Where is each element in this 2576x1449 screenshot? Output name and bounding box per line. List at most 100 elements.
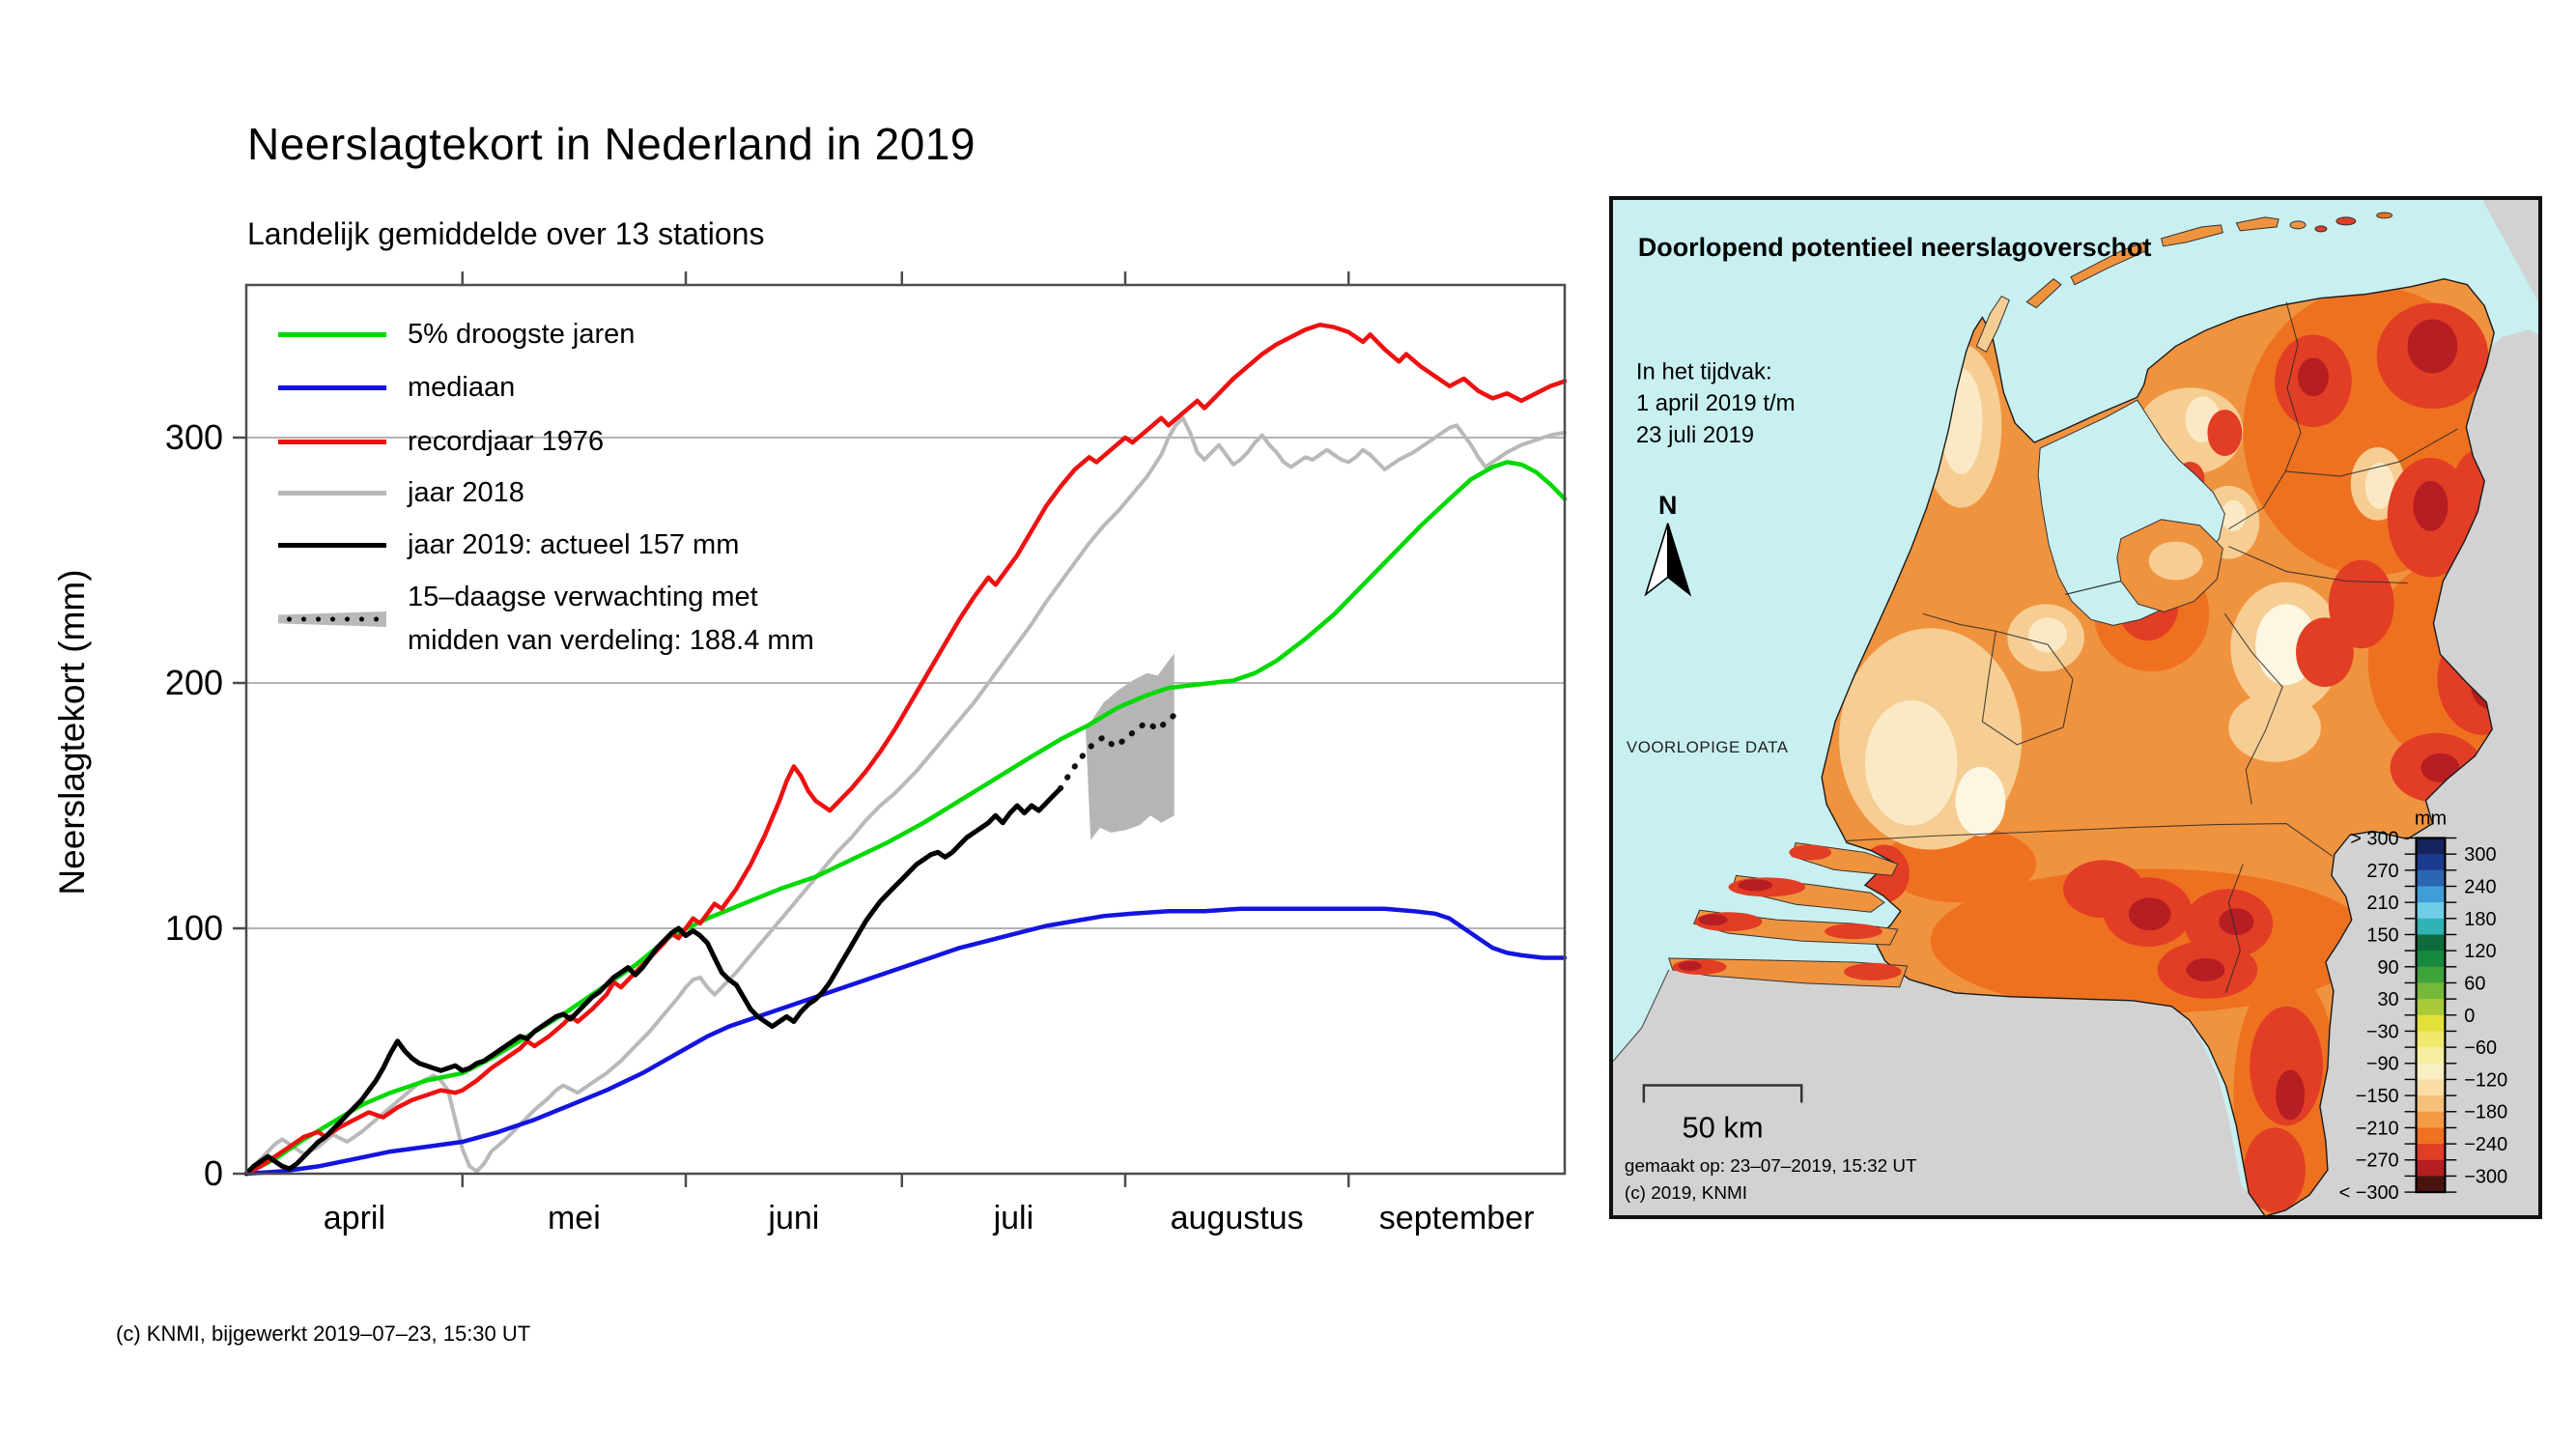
series-jaar-2018 xyxy=(244,415,1567,1176)
colorbar-cell-10 xyxy=(2416,999,2446,1016)
netherlands-map: N 50 km > 300 270 210 150 90 30 −30 −90 −150 −210… xyxy=(1613,200,2538,1215)
series-jaar-2019 xyxy=(243,785,1063,1177)
colorbar-right-label-1: 240 xyxy=(2464,876,2496,897)
colorbar-cell-4 xyxy=(2416,902,2446,920)
legend-item-3: jaar 2018 xyxy=(278,471,524,515)
x-tick-label-mei: mei xyxy=(548,1200,601,1236)
legend-label: recordjaar 1976 xyxy=(408,426,605,457)
colorbar-cell-12 xyxy=(2416,1031,2446,1048)
forecast-uncertainty-band xyxy=(1086,653,1175,840)
colorbar-right-label-7: −120 xyxy=(2464,1069,2507,1091)
chart-title: Neerslagtekort in Nederland in 2019 xyxy=(247,119,976,169)
map-panel: N 50 km > 300 270 210 150 90 30 −30 −90 −150 −210… xyxy=(1609,196,2542,1219)
map-period-to: 23 juli 2019 xyxy=(1636,422,1754,448)
x-tick-label-juni: juni xyxy=(767,1200,819,1236)
x-tick-label-april: april xyxy=(324,1200,385,1236)
colorbar-cell-9 xyxy=(2416,982,2446,1000)
colorbar-left-label-3: 150 xyxy=(2366,924,2398,946)
colorbar-right-label-5: 0 xyxy=(2464,1006,2475,1027)
map-title: Doorlopend potentieel neerslagoverschot xyxy=(1638,233,2152,262)
map-copyright: (c) 2019, KNMI xyxy=(1625,1183,1747,1204)
svg-text:50 km: 50 km xyxy=(1683,1110,1764,1144)
wadden-islands xyxy=(1975,212,2393,354)
nl-coastline xyxy=(1821,277,2495,1215)
colorbar-left-label-1: 270 xyxy=(2366,861,2398,882)
map-period-from: 1 april 2019 t/m xyxy=(1636,390,1796,416)
legend-label: jaar 2018 xyxy=(408,477,524,508)
x-tick-label-juli: juli xyxy=(993,1200,1034,1236)
legend-label: 5% droogste jaren xyxy=(408,319,636,350)
colorbar-cell-2 xyxy=(2416,869,2446,888)
colorbar-left-label-5: 30 xyxy=(2377,989,2398,1010)
colorbar-cell-18 xyxy=(2416,1127,2446,1145)
colorbar-right-label-8: −180 xyxy=(2464,1102,2507,1123)
legend-item-2: recordjaar 1976 xyxy=(278,420,604,464)
colorbar-cell-20 xyxy=(2416,1159,2446,1178)
province-borders xyxy=(1846,301,2458,994)
colorbar-cell-6 xyxy=(2416,934,2446,952)
forecast-median-dotted xyxy=(1057,709,1181,792)
series-recordjaar-1976 xyxy=(243,322,1568,1177)
colorbar-cell-16 xyxy=(2416,1095,2446,1113)
colorbar-cell-14 xyxy=(2416,1063,2446,1081)
zeeland-islands xyxy=(1668,841,1909,988)
colorbar-left-label-4: 90 xyxy=(2377,957,2398,979)
colorbar-cell-17 xyxy=(2416,1111,2446,1129)
map-made-on: gemaakt op: 23–07–2019, 15:32 UT xyxy=(1625,1156,1917,1177)
x-tick-label-september: september xyxy=(1379,1200,1535,1236)
legend-line-swatch xyxy=(278,490,386,496)
colorbar-right-label-2: 180 xyxy=(2464,909,2496,930)
north-arrow-icon: N xyxy=(1644,491,1692,597)
y-tick-label-100: 100 xyxy=(165,908,223,948)
colorbar-cell-19 xyxy=(2416,1144,2446,1161)
colorbar-unit: mm xyxy=(2415,809,2447,830)
chart-credit: (c) KNMI, bijgewerkt 2019–07–23, 15:30 U… xyxy=(116,1321,531,1346)
colorbar-cell-0 xyxy=(2416,838,2446,855)
belgian-coastline xyxy=(1613,969,1670,1062)
legend-item-1: mediaan xyxy=(278,366,515,410)
colorbar-left-label-7: −90 xyxy=(2366,1054,2399,1075)
legend-item-4: jaar 2019: actueel 157 mm xyxy=(278,524,739,567)
legend-band-swatch xyxy=(278,611,386,627)
colorbar-cell-21 xyxy=(2416,1176,2446,1193)
colorbar-left-label-0: > 300 xyxy=(2350,828,2398,849)
svg-text:N: N xyxy=(1658,491,1677,520)
colorbar-cell-7 xyxy=(2416,951,2446,968)
land-germany-belgium xyxy=(1613,327,2538,1215)
colorbar-left-label-8: −150 xyxy=(2356,1086,2399,1107)
colorbar-left-label-10: −270 xyxy=(2356,1151,2399,1172)
colorbar-left-label-9: −210 xyxy=(2356,1118,2399,1139)
flevoland xyxy=(2064,519,2223,612)
colorbar-cell-3 xyxy=(2416,886,2446,903)
ems-estuary xyxy=(2463,278,2538,335)
legend-item-0: 5% droogste jaren xyxy=(278,313,635,356)
map-period-label: In het tijdvak: xyxy=(1636,358,1772,384)
legend-label: jaar 2019: actueel 157 mm xyxy=(408,529,740,560)
x-tick-label-augustus: augustus xyxy=(1171,1200,1304,1236)
chart-subtitle: Landelijk gemiddelde over 13 stations xyxy=(247,216,765,251)
y-tick-label-0: 0 xyxy=(204,1153,223,1193)
colorbar-cell-11 xyxy=(2416,1014,2446,1033)
y-tick-label-200: 200 xyxy=(165,663,223,702)
colorbar-right-label-4: 60 xyxy=(2464,973,2485,994)
colorbar-legend: > 300 270 210 150 90 30 −30 −90 −150 −210 −270 < −3… xyxy=(2339,828,2508,1204)
legend-item-5: 15–daagse verwachting met midden van ver… xyxy=(278,576,814,663)
legend-line-swatch xyxy=(278,331,386,337)
land-germany-corner xyxy=(2482,200,2538,302)
legend-line-swatch xyxy=(278,384,386,390)
colorbar-left-label-11: < −300 xyxy=(2339,1182,2399,1204)
colorbar-right-label-10: −300 xyxy=(2464,1166,2507,1187)
legend-label: mediaan xyxy=(408,372,516,403)
scale-bar: 50 km xyxy=(1642,1084,1803,1144)
colorbar-cell-13 xyxy=(2416,1047,2446,1065)
colorbar-right-label-0: 300 xyxy=(2464,844,2496,866)
colorbar-right-label-9: −240 xyxy=(2464,1134,2507,1155)
colorbar-left-label-6: −30 xyxy=(2366,1021,2399,1042)
colorbar-left-label-2: 210 xyxy=(2366,893,2398,914)
colorbar-cell-8 xyxy=(2416,966,2446,984)
map-provisional-label: VOORLOPIGE DATA xyxy=(1627,738,1789,756)
colorbar-right-label-3: 120 xyxy=(2464,941,2496,962)
colorbar-cell-15 xyxy=(2416,1079,2446,1096)
